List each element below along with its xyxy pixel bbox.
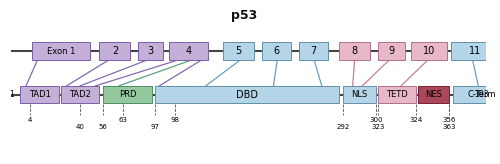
FancyBboxPatch shape: [378, 86, 416, 103]
FancyBboxPatch shape: [453, 86, 500, 103]
FancyBboxPatch shape: [298, 42, 328, 60]
FancyBboxPatch shape: [223, 42, 254, 60]
FancyBboxPatch shape: [61, 86, 100, 103]
FancyBboxPatch shape: [410, 42, 448, 60]
FancyBboxPatch shape: [262, 42, 291, 60]
Text: 6: 6: [274, 46, 280, 56]
FancyBboxPatch shape: [138, 42, 163, 60]
Text: C-Term: C-Term: [468, 90, 496, 99]
Text: NES: NES: [426, 90, 442, 99]
Text: 300: 300: [369, 117, 382, 123]
FancyBboxPatch shape: [100, 42, 130, 60]
FancyBboxPatch shape: [32, 42, 90, 60]
Text: 97: 97: [151, 123, 160, 130]
Text: 98: 98: [170, 117, 179, 123]
Text: p53: p53: [232, 9, 258, 22]
Text: 323: 323: [371, 123, 384, 130]
Text: Exon 1: Exon 1: [46, 47, 75, 56]
FancyBboxPatch shape: [343, 86, 376, 103]
FancyBboxPatch shape: [452, 42, 500, 60]
Text: 40: 40: [76, 123, 84, 130]
Text: 1: 1: [10, 90, 14, 99]
FancyBboxPatch shape: [378, 42, 405, 60]
Text: 9: 9: [388, 46, 394, 56]
Text: NLS: NLS: [352, 90, 368, 99]
FancyBboxPatch shape: [169, 42, 207, 60]
Text: 8: 8: [352, 46, 358, 56]
Text: 324: 324: [410, 117, 423, 123]
Text: 10: 10: [423, 46, 435, 56]
FancyBboxPatch shape: [339, 42, 370, 60]
Text: 56: 56: [99, 123, 108, 130]
FancyBboxPatch shape: [418, 86, 450, 103]
Text: TAD1: TAD1: [28, 90, 50, 99]
Text: 2: 2: [112, 46, 118, 56]
Text: 4: 4: [28, 117, 32, 123]
Text: 292: 292: [336, 123, 349, 130]
Text: TAD2: TAD2: [69, 90, 91, 99]
Text: TETD: TETD: [386, 90, 408, 99]
Text: 3: 3: [148, 46, 154, 56]
Text: 4: 4: [186, 46, 192, 56]
FancyBboxPatch shape: [20, 86, 59, 103]
Text: 356: 356: [442, 117, 456, 123]
Text: 7: 7: [310, 46, 316, 56]
Text: PRD: PRD: [118, 90, 136, 99]
Text: 363: 363: [442, 123, 456, 130]
Text: DBD: DBD: [236, 90, 258, 100]
Text: 63: 63: [118, 117, 127, 123]
Text: 393: 393: [474, 90, 489, 99]
Text: 11: 11: [470, 46, 482, 56]
Text: 5: 5: [236, 46, 242, 56]
FancyBboxPatch shape: [156, 86, 339, 103]
FancyBboxPatch shape: [104, 86, 152, 103]
